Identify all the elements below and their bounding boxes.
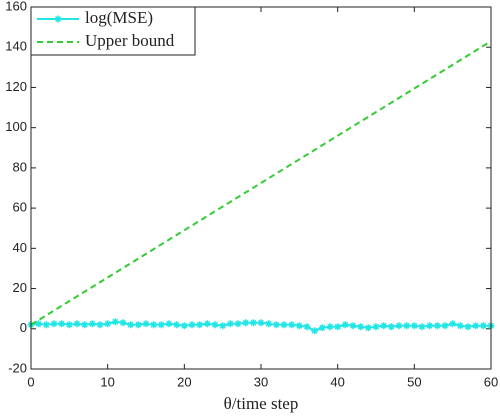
data-marker <box>119 319 127 327</box>
legend-marker <box>54 15 62 23</box>
legend-label: log(MSE) <box>85 8 153 27</box>
data-marker <box>311 327 319 335</box>
data-marker <box>433 322 441 330</box>
data-marker <box>303 323 311 331</box>
data-marker <box>211 321 219 329</box>
data-marker <box>372 323 380 331</box>
data-marker <box>242 319 250 327</box>
data-line <box>30 40 492 326</box>
data-marker <box>65 321 73 329</box>
data-marker <box>257 319 265 327</box>
axes-box <box>30 6 492 370</box>
data-marker <box>157 321 165 329</box>
data-marker <box>81 321 89 329</box>
data-marker <box>50 320 58 328</box>
data-marker <box>42 321 50 329</box>
data-marker <box>88 320 96 328</box>
data-marker <box>280 321 288 329</box>
data-marker <box>456 322 464 330</box>
data-marker <box>464 323 472 331</box>
data-marker <box>58 320 66 328</box>
y-tick-label: 160 <box>5 0 27 13</box>
data-marker <box>127 321 135 329</box>
data-marker <box>357 323 365 331</box>
data-marker <box>410 322 418 330</box>
data-marker <box>196 321 204 329</box>
data-marker <box>295 322 303 330</box>
x-axis-label: θ/time step <box>224 394 299 413</box>
data-marker <box>104 320 112 328</box>
data-marker <box>73 320 81 328</box>
data-marker <box>364 324 372 332</box>
data-marker <box>334 323 342 331</box>
data-marker <box>326 323 334 331</box>
data-marker <box>180 322 188 330</box>
legend-box <box>30 6 196 56</box>
y-tick-label: 20 <box>13 280 27 295</box>
data-marker <box>418 323 426 331</box>
data-marker <box>265 320 273 328</box>
x-tick-label: 10 <box>100 374 114 389</box>
y-tick-label: 120 <box>5 79 27 94</box>
data-marker <box>173 321 181 329</box>
data-marker <box>449 320 457 328</box>
y-tick-label: 80 <box>13 159 27 174</box>
data-marker <box>96 321 104 329</box>
y-tick-label: 100 <box>5 119 27 134</box>
y-tick-label: 60 <box>13 200 27 215</box>
data-marker <box>203 320 211 328</box>
data-marker <box>35 320 43 328</box>
x-tick-label: 50 <box>407 374 421 389</box>
data-marker <box>249 319 257 327</box>
data-marker <box>272 321 280 329</box>
x-tick-label: 30 <box>254 374 268 389</box>
data-marker <box>111 318 119 326</box>
data-marker <box>188 321 196 329</box>
data-marker <box>441 322 449 330</box>
data-marker <box>142 320 150 328</box>
data-marker <box>387 323 395 331</box>
plot-area <box>31 7 491 369</box>
data-marker <box>150 321 158 329</box>
data-marker <box>426 322 434 330</box>
legend-label: Upper bound <box>85 31 175 50</box>
data-marker <box>403 322 411 330</box>
x-tick-label: 60 <box>484 374 498 389</box>
data-marker <box>341 321 349 329</box>
data-marker <box>165 320 173 328</box>
y-tick-label: 0 <box>20 320 27 335</box>
data-marker <box>395 322 403 330</box>
data-marker <box>226 320 234 328</box>
data-marker <box>234 320 242 328</box>
y-tick-label: -20 <box>8 360 27 375</box>
x-tick-label: 0 <box>27 374 34 389</box>
data-marker <box>349 322 357 330</box>
y-tick-label: 40 <box>13 240 27 255</box>
y-tick-label: 140 <box>5 39 27 54</box>
data-marker <box>479 322 487 330</box>
data-marker <box>288 321 296 329</box>
data-marker <box>134 321 142 329</box>
data-marker <box>318 324 326 332</box>
data-marker <box>380 322 388 330</box>
data-marker <box>219 322 227 330</box>
x-tick-label: 40 <box>330 374 344 389</box>
x-tick-label: 20 <box>177 374 191 389</box>
data-marker <box>472 322 480 330</box>
